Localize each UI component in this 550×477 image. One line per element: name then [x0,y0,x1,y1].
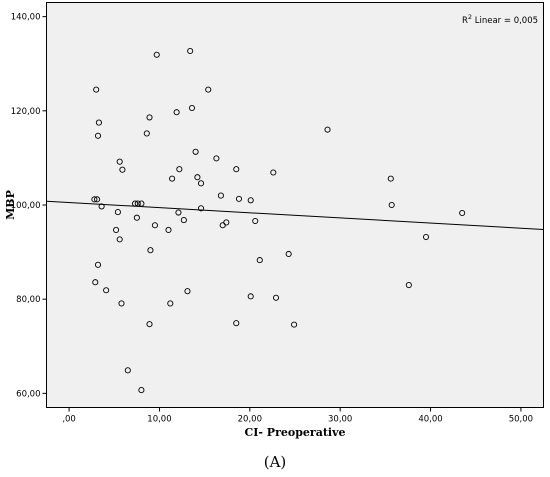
scatter-point [256,257,263,264]
scatter-point [143,130,150,137]
scatter-chart: ,00 10,00 20,00 30,00 40,00 50,00 60,00 80,00 1… [4,2,544,439]
scatter-point [235,195,243,202]
scatter-point [147,247,154,254]
scatter-point [173,109,180,116]
scatter-point [138,387,145,394]
scatter-point [124,367,131,374]
scatter-point [270,169,277,176]
scatter-point [291,321,298,328]
scatter-point [272,294,280,301]
scatter-point [459,209,466,217]
y-axis-title: MBP [4,190,17,220]
x-tick-label: 50,00 [509,415,533,425]
scatter-point [387,175,394,182]
y-tick-label: 140,00 [11,13,41,23]
scatter-point [116,158,123,165]
scatter-point [95,119,102,126]
scatter-point [405,282,412,289]
scatter-point [98,203,105,210]
scatter-point [176,166,183,173]
scatter-point [134,200,141,207]
scatter-point [146,321,153,328]
scatter-point [113,226,120,234]
y-tick-label: 120,00 [11,107,41,117]
scatter-point [93,86,100,93]
scatter-point [285,250,292,258]
x-axis-title: CI- Preoperative [245,426,346,439]
scatter-point [116,236,123,243]
scatter-point [167,300,174,307]
scatter-point [138,200,145,207]
scatter-point [119,166,126,173]
scatter-point [388,201,395,209]
scatter-point [94,261,102,268]
scatter-point [153,51,160,58]
scatter-point [223,219,230,226]
scatter-point [197,180,205,187]
x-tick-label: ,00 [62,415,76,425]
scatter-point [169,175,176,182]
x-tick-label: 40,00 [418,415,442,425]
scatter-point [188,104,196,112]
scatter-point [205,86,212,93]
scatter-point [233,166,240,173]
linear-fit-line [46,200,544,230]
scatter-point [146,114,153,121]
scatter-point [165,226,172,234]
y-axis-ticks: 60,00 80,00 100,00 120,00 140,00 [11,13,47,399]
scatter-point [184,288,191,295]
scatter-point [187,47,194,55]
scatter-point [194,174,201,181]
scatter-point [133,214,140,221]
scatter-point [180,217,187,224]
r-squared-annotation: R2 Linear = 0,005 [462,13,538,26]
scatter-point [217,192,224,199]
scatter-point [192,148,199,155]
scatter-point [247,293,254,300]
x-tick-label: 10,00 [147,415,171,425]
scatter-point [252,217,259,225]
x-axis-ticks: ,00 10,00 20,00 30,00 40,00 50,00 [62,407,533,425]
scatter-point [118,300,125,307]
scatter-point [114,209,121,216]
scatter-point [197,205,205,212]
scatter-point [94,132,102,139]
scatter-point [92,279,99,286]
scatter-point [94,196,101,203]
scatter-point [91,196,98,203]
scatter-point [213,155,220,162]
scatter-point [103,287,110,294]
y-tick-label: 60,00 [16,389,40,399]
scatter-point [132,200,139,207]
scatter-point [324,126,331,133]
plot-area [46,2,544,408]
scatter-point [233,320,240,327]
figure-caption: (A) [263,453,287,471]
x-tick-label: 30,00 [328,415,352,425]
data-points [91,47,466,394]
y-tick-label: 100,00 [11,201,41,211]
y-tick-label: 80,00 [16,295,40,305]
scatter-point [175,209,182,216]
scatter-point [422,233,430,241]
x-tick-label: 20,00 [238,415,262,425]
scatter-point [151,222,158,229]
scatter-point [247,197,254,204]
